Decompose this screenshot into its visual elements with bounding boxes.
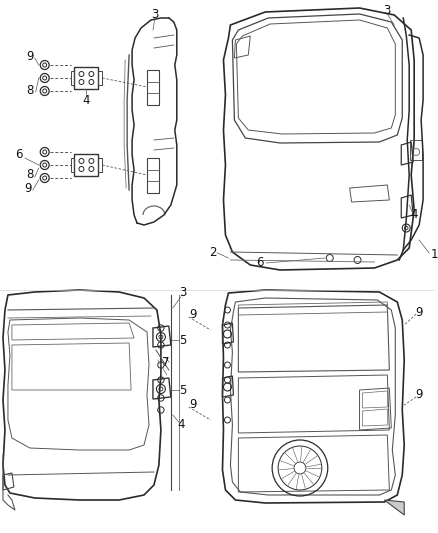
Text: 1: 1 [430, 248, 438, 262]
Text: 4: 4 [177, 418, 184, 432]
Text: 5: 5 [179, 334, 187, 346]
Text: 9: 9 [189, 309, 196, 321]
Text: 9: 9 [26, 50, 34, 62]
Text: 3: 3 [384, 4, 391, 18]
Text: 8: 8 [26, 84, 33, 96]
Text: 5: 5 [179, 384, 187, 397]
Text: 6: 6 [257, 256, 264, 270]
Text: 2: 2 [209, 246, 216, 259]
Polygon shape [385, 500, 404, 515]
Text: 4: 4 [83, 93, 90, 107]
Text: 6: 6 [15, 149, 23, 161]
Text: 9: 9 [24, 182, 32, 195]
Text: 9: 9 [189, 399, 196, 411]
Text: 8: 8 [26, 168, 33, 182]
Text: 3: 3 [179, 287, 187, 300]
Text: 3: 3 [151, 7, 159, 20]
Text: 9: 9 [415, 389, 423, 401]
Text: 4: 4 [410, 208, 418, 222]
Text: 7: 7 [162, 356, 170, 368]
Text: 9: 9 [415, 305, 423, 319]
